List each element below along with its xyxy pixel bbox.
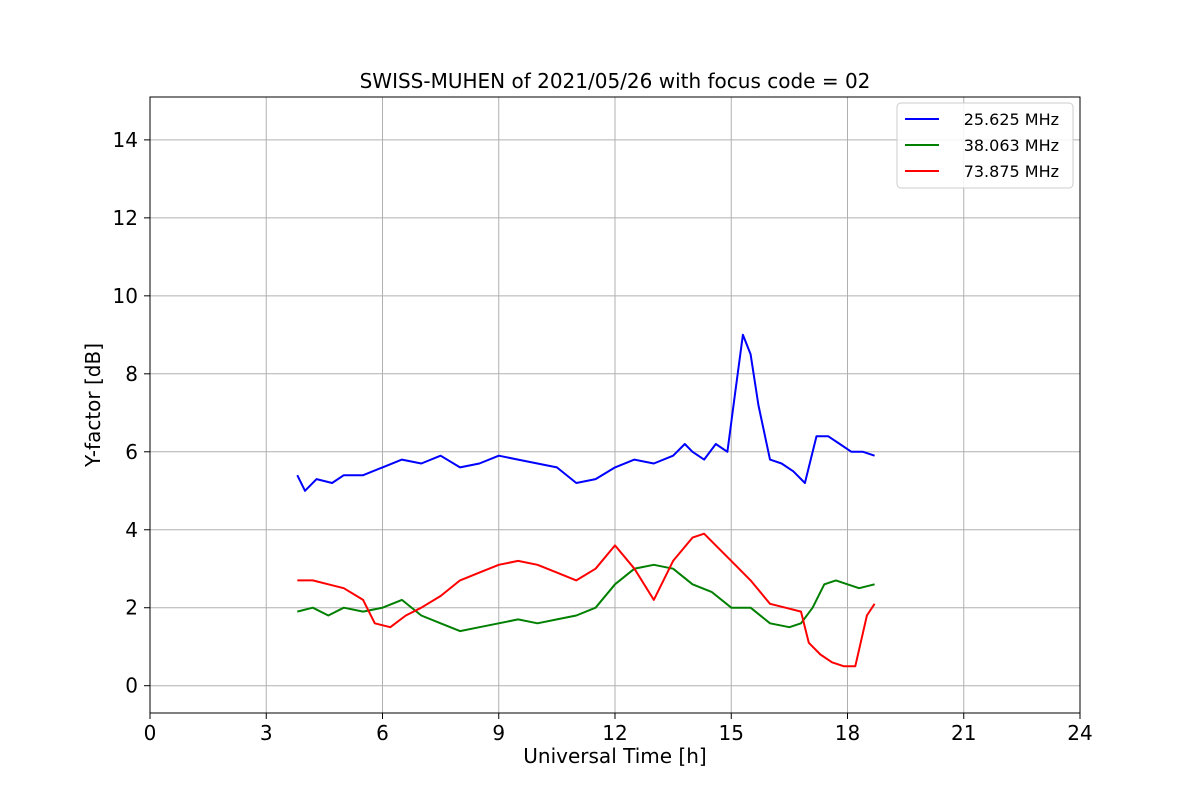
x-tick-label: 6 xyxy=(376,721,389,745)
legend-box xyxy=(896,102,1074,189)
x-tick-label: 15 xyxy=(719,721,744,745)
y-tick-label: 6 xyxy=(125,440,138,464)
series-line-1 xyxy=(296,333,875,492)
x-tick-label: 9 xyxy=(492,721,505,745)
x-tick-label: 0 xyxy=(144,721,157,745)
y-tick-label: 8 xyxy=(125,362,138,386)
x-tick-label: 21 xyxy=(951,721,976,745)
y-axis: 0 2 4 6 8 10 12 14 xyxy=(113,128,150,698)
legend: 25.625 MHz 38.063 MHz 73.875 MHz xyxy=(896,102,1074,189)
legend-label-3: 73.875 MHz xyxy=(964,162,1059,181)
series-layer xyxy=(296,333,876,668)
chart-title: SWISS-MUHEN of 2021/05/26 with focus cod… xyxy=(360,69,871,93)
x-tick-label: 12 xyxy=(602,721,627,745)
x-axis-label: Universal Time [h] xyxy=(523,744,706,768)
y-axis-label: Y-factor [dB] xyxy=(81,343,105,468)
y-tick-label: 2 xyxy=(125,596,138,620)
legend-label-2: 38.063 MHz xyxy=(964,136,1059,155)
y-tick-label: 14 xyxy=(113,128,138,152)
series-line-2 xyxy=(297,563,875,633)
y-tick-label: 4 xyxy=(125,518,138,542)
x-tick-label: 24 xyxy=(1067,721,1092,745)
y-tick-label: 0 xyxy=(125,674,138,698)
series-line-3 xyxy=(297,532,876,668)
y-tick-label: 10 xyxy=(113,284,138,308)
legend-label-1: 25.625 MHz xyxy=(964,110,1059,129)
y-tick-label: 12 xyxy=(113,206,138,230)
x-tick-label: 18 xyxy=(835,721,860,745)
x-tick-label: 3 xyxy=(260,721,273,745)
x-axis: 0 3 6 9 12 15 18 21 24 xyxy=(144,713,1093,745)
